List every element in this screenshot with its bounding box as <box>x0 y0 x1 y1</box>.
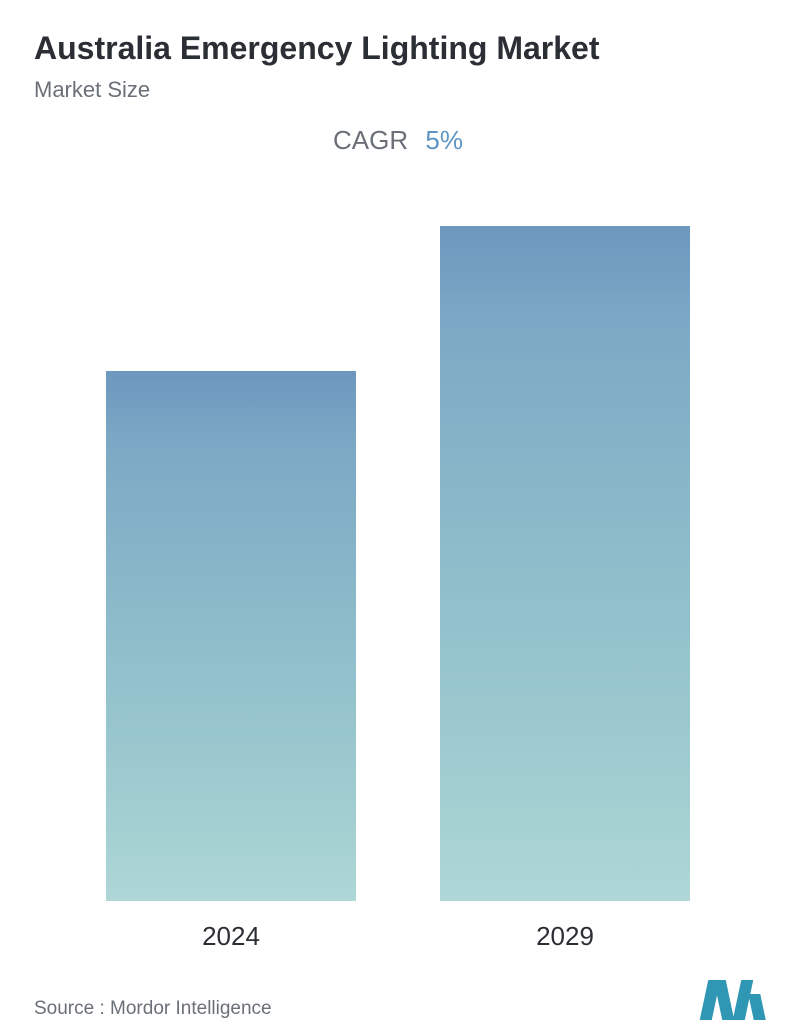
chart-container: Australia Emergency Lighting Market Mark… <box>0 0 796 1034</box>
logo-stroke <box>713 980 733 1020</box>
mordor-logo-icon <box>704 980 762 1020</box>
chart-subtitle: Market Size <box>34 77 762 103</box>
chart-area: 2024 2029 <box>34 166 762 972</box>
chart-title: Australia Emergency Lighting Market <box>34 30 762 67</box>
source-text: Source : Mordor Intelligence <box>34 998 272 1020</box>
bar-2024 <box>106 371 356 901</box>
logo-stroke <box>748 994 765 1020</box>
cagr-row: CAGR 5% <box>34 125 762 156</box>
bar-group-0: 2024 <box>106 371 356 972</box>
cagr-label: CAGR <box>333 125 408 155</box>
bar-group-1: 2029 <box>440 226 690 972</box>
bar-label-2024: 2024 <box>202 921 260 952</box>
bar-2029 <box>440 226 690 901</box>
bar-label-2029: 2029 <box>536 921 594 952</box>
footer: Source : Mordor Intelligence <box>34 972 762 1020</box>
cagr-value: 5% <box>425 125 463 155</box>
